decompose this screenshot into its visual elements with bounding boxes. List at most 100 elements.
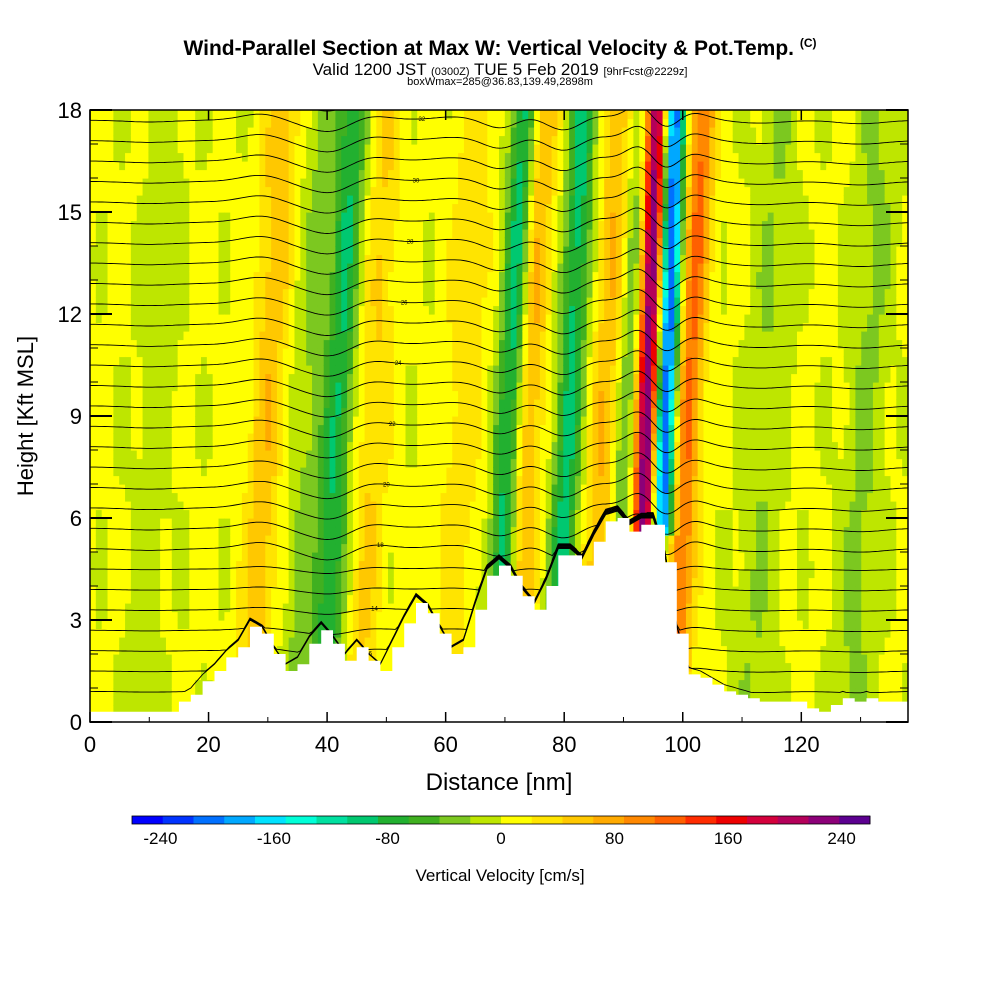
velocity-cell xyxy=(481,271,488,281)
velocity-cell xyxy=(224,450,231,460)
velocity-cell xyxy=(288,399,296,409)
velocity-cell xyxy=(335,424,342,434)
velocity-cell xyxy=(101,178,109,188)
velocity-cell xyxy=(306,178,313,188)
velocity-cell xyxy=(352,433,360,443)
velocity-cell xyxy=(218,424,225,434)
velocity-cell xyxy=(341,305,348,315)
velocity-cell xyxy=(458,611,465,621)
velocity-cell xyxy=(136,135,144,145)
velocity-cell xyxy=(183,628,190,638)
velocity-cell xyxy=(417,586,424,596)
velocity-cell xyxy=(136,705,144,715)
velocity-cell xyxy=(253,263,261,273)
velocity-cell xyxy=(160,696,167,706)
velocity-cell xyxy=(469,356,477,366)
velocity-cell xyxy=(300,441,307,451)
velocity-cell xyxy=(434,475,442,485)
velocity-cell xyxy=(393,382,401,392)
velocity-cell xyxy=(189,237,196,247)
velocity-cell xyxy=(183,280,190,290)
velocity-cell xyxy=(282,518,290,528)
velocity-cell xyxy=(458,569,465,579)
velocity-cell xyxy=(306,356,313,366)
velocity-cell xyxy=(463,356,471,366)
velocity-cell xyxy=(265,526,272,536)
velocity-cell xyxy=(189,365,196,375)
velocity-cell xyxy=(241,382,249,392)
velocity-cell xyxy=(323,467,331,477)
velocity-cell xyxy=(218,577,225,587)
velocity-cell xyxy=(236,492,243,502)
velocity-cell xyxy=(276,348,284,358)
velocity-cell xyxy=(107,297,114,307)
velocity-cell xyxy=(136,229,144,239)
velocity-cell xyxy=(101,271,109,281)
velocity-cell xyxy=(165,195,173,205)
velocity-cell xyxy=(113,237,120,247)
velocity-cell xyxy=(423,433,430,443)
velocity-cell xyxy=(148,127,155,137)
velocity-cell xyxy=(119,356,126,366)
velocity-cell xyxy=(405,195,412,205)
velocity-cell xyxy=(387,178,395,188)
velocity-cell xyxy=(317,331,325,341)
velocity-cell xyxy=(341,594,348,604)
velocity-cell xyxy=(201,450,208,460)
velocity-cell xyxy=(481,195,488,205)
velocity-cell xyxy=(364,237,372,247)
velocity-cell xyxy=(335,603,342,613)
velocity-cell xyxy=(224,433,231,443)
velocity-cell xyxy=(358,195,366,205)
velocity-cell xyxy=(253,390,261,400)
velocity-cell xyxy=(306,416,313,426)
velocity-cell xyxy=(282,433,290,443)
velocity-cell xyxy=(90,254,97,264)
velocity-cell xyxy=(136,254,144,264)
velocity-cell xyxy=(475,569,483,579)
velocity-cell xyxy=(148,195,155,205)
velocity-cell xyxy=(241,135,249,145)
velocity-cell xyxy=(370,348,377,358)
velocity-cell xyxy=(370,433,377,443)
velocity-cell xyxy=(130,118,138,128)
velocity-cell xyxy=(142,450,150,460)
velocity-cell xyxy=(434,322,442,332)
velocity-cell xyxy=(317,246,325,256)
velocity-cell xyxy=(463,118,471,128)
velocity-cell xyxy=(393,280,401,290)
velocity-cell xyxy=(201,195,208,205)
velocity-cell xyxy=(487,501,494,511)
velocity-cell xyxy=(411,161,418,171)
velocity-cell xyxy=(276,186,284,196)
velocity-cell xyxy=(446,314,453,324)
velocity-cell xyxy=(271,229,278,239)
velocity-cell xyxy=(352,458,360,468)
velocity-cell xyxy=(125,254,132,264)
velocity-cell xyxy=(101,220,109,230)
velocity-cell xyxy=(341,424,348,434)
velocity-cell xyxy=(399,399,407,409)
velocity-cell xyxy=(253,458,261,468)
velocity-cell xyxy=(288,229,296,239)
velocity-cell xyxy=(352,220,360,230)
velocity-cell xyxy=(101,161,109,171)
velocity-cell xyxy=(370,169,377,179)
velocity-cell xyxy=(341,526,348,536)
velocity-cell xyxy=(160,450,167,460)
velocity-cell xyxy=(317,603,325,613)
velocity-cell xyxy=(399,450,407,460)
velocity-cell xyxy=(329,237,336,247)
velocity-cell xyxy=(288,135,296,145)
velocity-cell xyxy=(428,331,436,341)
velocity-cell xyxy=(265,467,272,477)
velocity-cell xyxy=(236,280,243,290)
velocity-cell xyxy=(119,467,126,477)
velocity-cell xyxy=(452,237,459,247)
velocity-cell xyxy=(265,356,272,366)
velocity-cell xyxy=(101,628,109,638)
velocity-cell xyxy=(288,297,296,307)
velocity-cell xyxy=(452,569,459,579)
velocity-cell xyxy=(90,450,97,460)
velocity-cell xyxy=(265,560,272,570)
